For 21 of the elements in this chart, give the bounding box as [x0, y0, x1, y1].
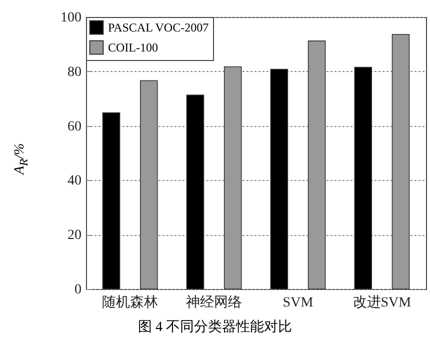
- x-tick-label: 随机森林: [102, 294, 158, 310]
- y-tick-label: 100: [60, 10, 82, 26]
- y-tick-label: 0: [74, 282, 82, 298]
- bar: [224, 66, 242, 290]
- bar: [270, 68, 288, 290]
- y-tick-label: 60: [68, 119, 82, 134]
- x-tick-label: 神经网络: [186, 294, 242, 310]
- y-tick-label: 20: [68, 228, 82, 244]
- bar: [392, 34, 410, 290]
- legend-label: COIL-100: [108, 40, 158, 54]
- bar: [186, 94, 204, 290]
- y-tick-label: 40: [68, 174, 82, 189]
- legend-label: PASCAL VOC-2007: [108, 20, 209, 34]
- y-tick-label: 80: [68, 64, 82, 80]
- text: 图 4 不同分类器性能对比: [137, 318, 293, 336]
- x-tick-label: SVM: [282, 296, 314, 310]
- bar: [140, 80, 158, 290]
- bar: [308, 40, 326, 290]
- bar: [354, 66, 372, 290]
- x-tick-label: 改进SVM: [352, 294, 412, 310]
- bar: [102, 112, 120, 290]
